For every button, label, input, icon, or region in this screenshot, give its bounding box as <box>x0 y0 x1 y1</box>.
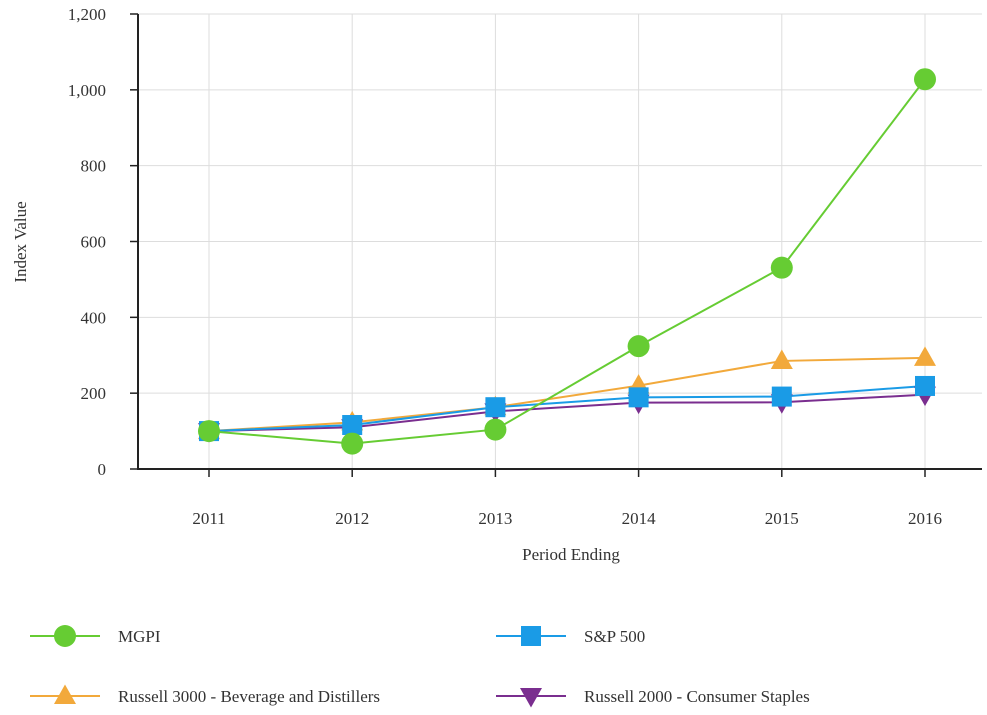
y-axis-title: Index Value <box>11 201 30 282</box>
legend-triangle-up-icon <box>54 684 76 704</box>
mgpi-point <box>914 68 936 91</box>
s-p-500-point <box>485 397 506 418</box>
s-p-500-point <box>915 375 935 396</box>
legend-square-icon <box>521 626 541 646</box>
y-tick-label: 800 <box>81 157 107 176</box>
legend-triangle-down-icon <box>520 688 542 708</box>
x-tick-label: 2014 <box>622 509 657 528</box>
y-tick-label: 200 <box>81 384 107 403</box>
legend: MGPI S&P 500 Russell 3000 - Beverage and D… <box>30 625 810 708</box>
x-tick-label: 2015 <box>765 509 799 528</box>
y-tick-label: 0 <box>98 460 107 479</box>
y-tick-label: 600 <box>81 233 107 252</box>
russell-3000-beverage-and-distillers-line <box>208 356 926 433</box>
legend-circle-icon <box>54 625 76 647</box>
s-p-500-line <box>208 384 926 433</box>
legend-label: S&P 500 <box>584 627 645 646</box>
legend-label: MGPI <box>118 627 161 646</box>
x-tick-label: 2012 <box>335 509 369 528</box>
x-tick-label: 2013 <box>478 509 512 528</box>
y-tick-labels: 0 200 400 600 800 1,000 1,200 <box>68 5 138 479</box>
s-p-500-point <box>628 387 649 408</box>
data-series <box>198 68 936 455</box>
mgpi-point <box>198 420 220 443</box>
legend-label: Russell 2000 - Consumer Staples <box>584 687 810 706</box>
s-p-500-point <box>342 415 363 436</box>
y-tick-label: 1,000 <box>68 81 106 100</box>
x-tick-labels: 2011 2012 2013 2014 2015 2016 <box>192 469 942 528</box>
mgpi-point <box>484 418 507 441</box>
legend-item-mgpi: MGPI <box>30 625 161 647</box>
mgpi-point <box>627 335 650 358</box>
x-tick-label: 2016 <box>908 509 942 528</box>
russell-2000-consumer-staples-line <box>208 393 926 433</box>
legend-item-s-p-500: S&P 500 <box>496 626 645 646</box>
legend-item-russell-3000-beverage-and-distillers: Russell 3000 - Beverage and Distillers <box>30 684 380 706</box>
x-tick-label: 2011 <box>192 509 225 528</box>
mgpi-point <box>341 432 364 455</box>
russell-3000-beverage-and-distillers-point <box>914 346 936 366</box>
s-p-500-point <box>771 386 792 407</box>
y-tick-label: 1,200 <box>68 5 106 24</box>
y-tick-label: 400 <box>81 308 107 327</box>
legend-item-russell-2000-consumer-staples: Russell 2000 - Consumer Staples <box>496 687 810 708</box>
legend-label: Russell 3000 - Beverage and Distillers <box>118 687 380 706</box>
x-axis-title: Period Ending <box>522 545 620 564</box>
grid-lines <box>138 13 982 469</box>
russell-3000-beverage-and-distillers-point <box>770 349 793 369</box>
mgpi-line <box>208 78 926 445</box>
mgpi-point <box>770 256 793 279</box>
